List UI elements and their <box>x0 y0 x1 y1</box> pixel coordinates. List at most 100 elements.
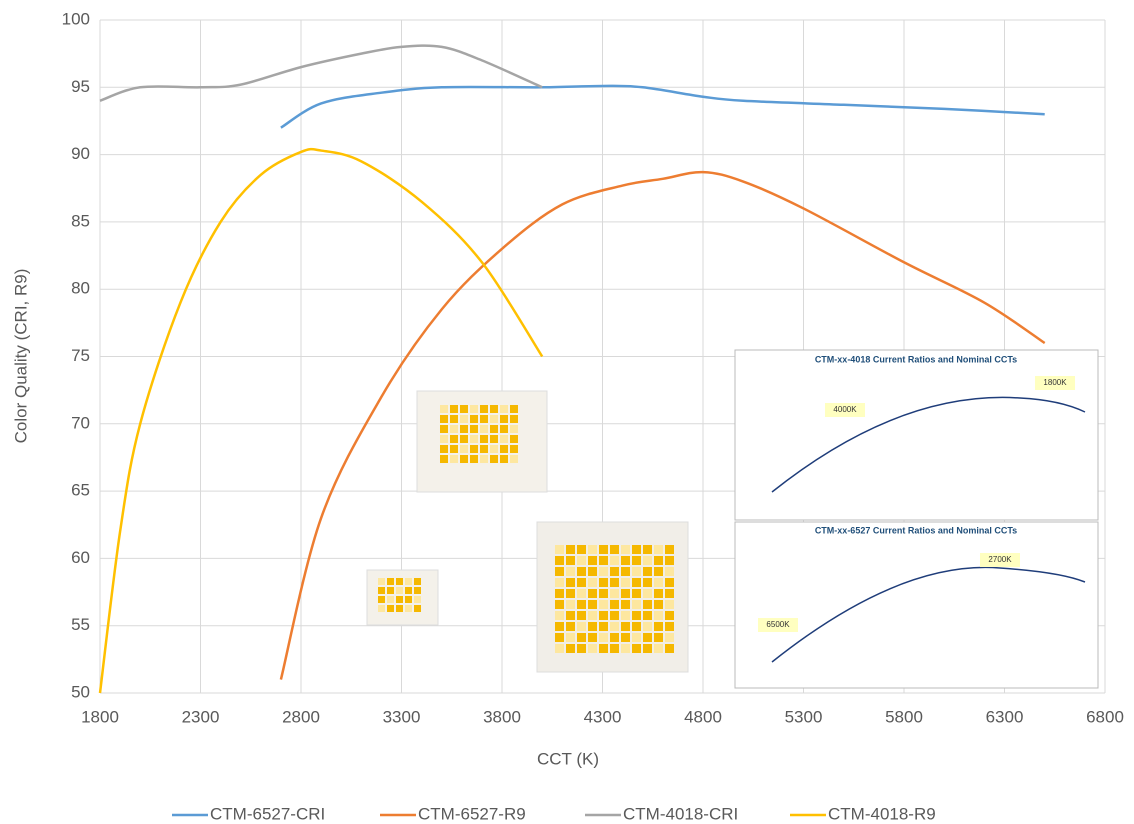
led-cell <box>490 425 498 433</box>
led-cell <box>632 556 641 565</box>
led-cell <box>577 545 586 554</box>
led-cell <box>654 600 663 609</box>
led-cell <box>643 644 652 653</box>
led-cell <box>460 415 468 423</box>
led-cell <box>555 622 564 631</box>
inset-panel <box>734 349 1099 521</box>
led-cell <box>610 567 619 576</box>
y-tick-label: 70 <box>71 413 90 432</box>
led-cell <box>621 611 630 620</box>
led-cell <box>396 578 403 585</box>
y-tick-label: 90 <box>71 144 90 163</box>
led-cell <box>610 545 619 554</box>
led-cell <box>500 415 508 423</box>
led-cell <box>665 578 674 587</box>
led-cell <box>470 445 478 453</box>
led-cell <box>610 633 619 642</box>
led-cell <box>599 578 608 587</box>
led-cell <box>665 633 674 642</box>
x-tick-label: 2800 <box>282 707 320 726</box>
series-line <box>280 84 1045 129</box>
y-tick-label: 75 <box>71 346 90 365</box>
y-tick-label: 100 <box>62 9 90 28</box>
led-cell <box>632 644 641 653</box>
led-cell <box>490 445 498 453</box>
inset-label-bg <box>980 553 1020 567</box>
inset-label-bg <box>825 403 865 417</box>
led-cell <box>588 600 597 609</box>
inset-label-bg <box>1035 376 1075 390</box>
led-cell <box>621 600 630 609</box>
led-cell <box>450 455 458 463</box>
led-cell <box>566 556 575 565</box>
led-cell <box>480 455 488 463</box>
led-cell <box>450 415 458 423</box>
led-cell <box>510 455 518 463</box>
led-cell <box>665 600 674 609</box>
led-cell <box>610 578 619 587</box>
led-cell <box>490 435 498 443</box>
led-cell <box>654 644 663 653</box>
led-cell <box>599 611 608 620</box>
inset-label: 6500K <box>766 620 790 629</box>
led-cell <box>632 611 641 620</box>
led-cell <box>510 445 518 453</box>
led-cell <box>599 600 608 609</box>
led-cell <box>577 567 586 576</box>
led-cell <box>665 545 674 554</box>
led-cell <box>405 605 412 612</box>
led-cell <box>460 445 468 453</box>
led-cell <box>414 578 421 585</box>
led-cell <box>490 405 498 413</box>
led-cell <box>396 596 403 603</box>
led-cell <box>610 611 619 620</box>
legend-label: CTM-6527-R9 <box>418 804 526 823</box>
inset-label: 4000K <box>833 405 857 414</box>
led-cell <box>599 545 608 554</box>
led-cell <box>566 545 575 554</box>
x-tick-label: 5300 <box>785 707 823 726</box>
inset-panel <box>734 521 1099 689</box>
led-cell <box>555 600 564 609</box>
led-cell <box>378 587 385 594</box>
y-tick-label: 60 <box>71 548 90 567</box>
led-cell <box>480 425 488 433</box>
led-cell <box>470 415 478 423</box>
legend-label: CTM-6527-CRI <box>210 804 325 823</box>
led-cell <box>621 545 630 554</box>
led-cell <box>490 455 498 463</box>
product-images <box>366 349 1099 689</box>
led-cell <box>588 589 597 598</box>
led-cell <box>665 567 674 576</box>
led-cell <box>396 587 403 594</box>
led-cell <box>643 545 652 554</box>
led-cell <box>378 605 385 612</box>
led-cell <box>632 578 641 587</box>
led-cell <box>654 611 663 620</box>
led-cell <box>555 567 564 576</box>
y-tick-label: 80 <box>71 279 90 298</box>
x-tick-label: 3800 <box>483 707 521 726</box>
led-cell <box>566 633 575 642</box>
led-cell <box>665 622 674 631</box>
inset-title: CTM-xx-6527 Current Ratios and Nominal C… <box>815 525 1017 535</box>
led-cell <box>599 589 608 598</box>
led-cell <box>588 622 597 631</box>
led-cell <box>500 405 508 413</box>
y-tick-label: 50 <box>71 682 90 701</box>
led-cell <box>414 596 421 603</box>
led-cell <box>460 455 468 463</box>
led-cell <box>566 622 575 631</box>
led-cell <box>405 587 412 594</box>
led-cell <box>643 589 652 598</box>
y-tick-label: 85 <box>71 211 90 230</box>
x-tick-label: 4300 <box>584 707 622 726</box>
y-axis-title: Color Quality (CRI, R9) <box>11 269 30 444</box>
led-cell <box>643 567 652 576</box>
led-cell <box>654 622 663 631</box>
led-cell <box>588 567 597 576</box>
led-cell <box>378 578 385 585</box>
led-cell <box>405 578 412 585</box>
led-cell <box>480 405 488 413</box>
